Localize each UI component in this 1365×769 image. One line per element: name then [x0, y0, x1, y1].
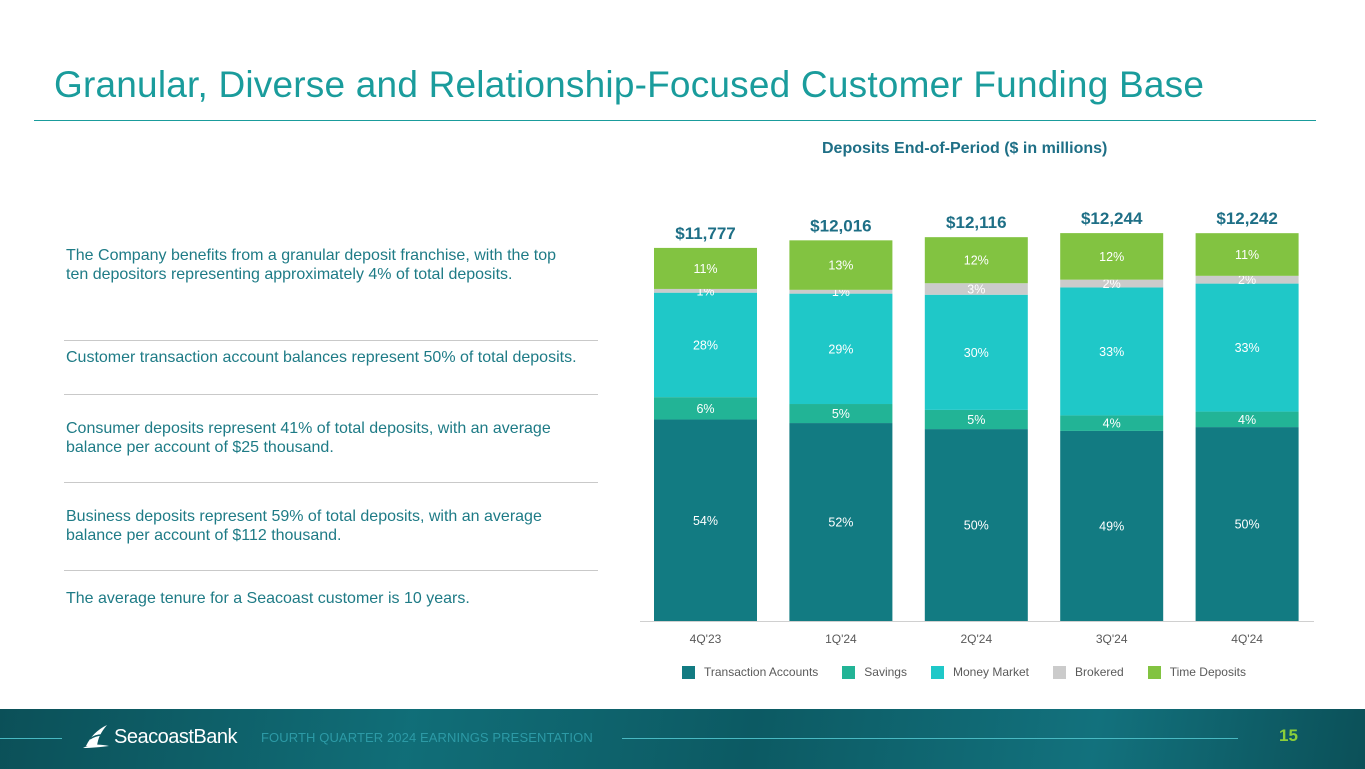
data-label: 3% — [967, 282, 985, 296]
legend-swatch — [930, 665, 944, 679]
presentation-label: FOURTH QUARTER 2024 EARNINGS PRESENTATIO… — [261, 730, 593, 745]
data-label: 2% — [1103, 277, 1121, 291]
bar-segment-transaction-accounts — [654, 419, 757, 621]
deposits-stacked-bar-chart: 54%6%28%1%11%$11,7774Q'2352%5%29%1%13%$1… — [640, 209, 1314, 645]
chart-legend: Transaction Accounts Savings Money Market B… — [682, 665, 1270, 679]
bar-segment-transaction-accounts — [789, 423, 893, 621]
bar-segment-time-deposits — [789, 240, 893, 290]
data-label: 5% — [832, 407, 850, 421]
data-label: 28% — [693, 338, 718, 352]
bar-segment-time-deposits — [1195, 233, 1299, 276]
data-label: 49% — [1099, 519, 1124, 533]
legend-label: Savings — [864, 665, 907, 679]
key-point-divider — [64, 340, 598, 341]
data-label: 50% — [1235, 518, 1260, 532]
legend-swatch — [682, 665, 695, 679]
bar-segment-time-deposits — [654, 247, 757, 289]
data-label: 33% — [1235, 341, 1260, 355]
sail-icon — [83, 725, 109, 748]
key-point-divider — [64, 482, 598, 483]
page-number: 15 — [1279, 726, 1298, 745]
legend-label: Brokered — [1075, 665, 1124, 679]
data-label: 52% — [828, 516, 853, 530]
bar-segment-savings — [924, 409, 1028, 430]
bar-segment-brokered — [924, 283, 1028, 295]
bar-segment-brokered — [1060, 279, 1164, 288]
legend-item: Time Deposits — [1147, 665, 1246, 679]
legend-label: Money Market — [952, 665, 1030, 679]
key-point-customer-tenure: The average tenure for a Seacoast custom… — [66, 590, 470, 607]
key-point-top-depositors: The Company benefits from a granular dep… — [66, 247, 557, 283]
data-label: 29% — [828, 342, 853, 356]
x-tick-label: 2Q'24 — [960, 632, 992, 645]
data-label: 50% — [964, 519, 989, 533]
bar-segment-savings — [654, 397, 757, 420]
key-point-consumer-deposits: Consumer deposits represent 41% of total… — [66, 420, 551, 456]
seacoast-logo: SeacoastBank — [82, 724, 237, 750]
data-label: 4% — [1103, 417, 1121, 431]
legend-item: Money Market — [930, 665, 1030, 679]
bar-segment-money-market — [1195, 283, 1299, 412]
key-point-divider — [64, 570, 598, 571]
footer-accent-line — [0, 738, 62, 739]
data-label: 33% — [1099, 345, 1124, 359]
legend-swatch — [842, 665, 856, 679]
data-label: 11% — [1235, 248, 1259, 262]
bar-segment-savings — [1060, 415, 1164, 431]
x-tick-label: 4Q'23 — [690, 632, 722, 645]
bar-segment-transaction-accounts — [924, 429, 1028, 621]
legend-item: Transaction Accounts — [682, 665, 818, 679]
total-label: $12,016 — [810, 216, 871, 235]
data-label: 13% — [828, 259, 853, 273]
bar-segment-savings — [789, 404, 893, 424]
bar-segment-time-deposits — [1060, 233, 1164, 280]
data-label: 4% — [1238, 413, 1256, 427]
footer-bar: SeacoastBank FOURTH QUARTER 2024 EARNING… — [0, 709, 1365, 769]
title-divider — [34, 120, 1316, 121]
legend-label: Time Deposits — [1169, 665, 1246, 679]
key-point-divider — [64, 394, 598, 395]
chart-title: Deposits End-of-Period ($ in millions) — [822, 140, 1108, 157]
footer-background — [0, 709, 1365, 769]
bar-segment-brokered — [789, 289, 893, 294]
bar-segment-brokered — [654, 288, 757, 293]
x-tick-label: 4Q'24 — [1231, 632, 1263, 645]
data-label: 5% — [967, 413, 985, 427]
bar-segment-transaction-accounts — [1195, 427, 1299, 621]
total-label: $11,777 — [675, 224, 736, 243]
data-label: 54% — [693, 514, 718, 528]
x-tick-label: 1Q'24 — [825, 632, 857, 645]
legend-item: Savings — [842, 665, 907, 679]
legend-swatch — [1053, 665, 1067, 679]
total-label: $12,116 — [946, 213, 1007, 232]
bar-segment-time-deposits — [924, 237, 1028, 284]
data-label: 12% — [964, 254, 989, 268]
slide-title: Granular, Diverse and Relationship-Focus… — [54, 64, 1205, 105]
key-point-business-deposits: Business deposits represent 59% of total… — [66, 508, 542, 544]
data-label: 6% — [696, 402, 714, 416]
bar-segment-savings — [1195, 411, 1299, 428]
data-label: 2% — [1238, 273, 1256, 287]
key-point-transaction-accounts: Customer transaction account balances re… — [66, 349, 577, 366]
total-label: $12,244 — [1081, 209, 1143, 228]
bar-segment-money-market — [654, 292, 757, 398]
legend-item: Brokered — [1053, 665, 1124, 679]
legend-label: Transaction Accounts — [704, 665, 819, 679]
total-label: $12,242 — [1216, 209, 1277, 228]
bar-segment-money-market — [789, 293, 893, 405]
brand-name: SeacoastBank — [114, 725, 237, 748]
bar-segment-money-market — [1060, 287, 1164, 416]
data-label: 30% — [964, 346, 989, 360]
footer-accent-line — [622, 738, 1238, 739]
bar-segment-transaction-accounts — [1060, 430, 1164, 621]
data-label: 11% — [693, 262, 717, 276]
x-tick-label: 3Q'24 — [1096, 632, 1128, 645]
bar-segment-money-market — [924, 294, 1028, 410]
legend-swatch — [1147, 665, 1161, 679]
data-label: 12% — [1099, 250, 1124, 264]
bar-segment-brokered — [1195, 275, 1299, 284]
